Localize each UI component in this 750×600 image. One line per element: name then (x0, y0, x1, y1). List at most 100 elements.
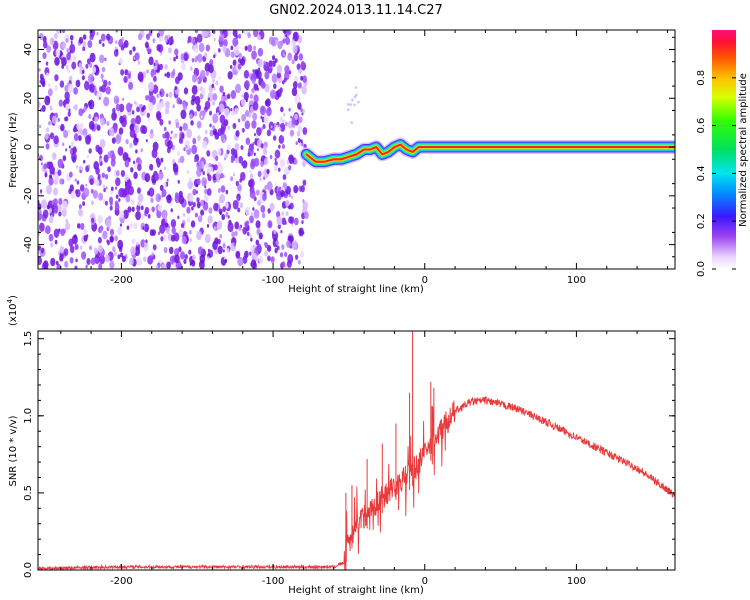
noise-speckle (128, 185, 134, 196)
noise-speckle (284, 121, 288, 127)
noise-speckle (285, 211, 289, 217)
noise-speckle (294, 217, 299, 226)
noise-speckle (69, 245, 75, 254)
noise-speckle (183, 52, 189, 62)
noise-speckle (96, 31, 99, 36)
noise-speckle (233, 172, 236, 177)
noise-speckle (238, 52, 242, 59)
noise-speckle (242, 226, 248, 235)
y-tick-label: 0.5 (23, 485, 34, 501)
x-tick-label: 100 (567, 275, 586, 286)
noise-speckle (291, 240, 298, 251)
noise-speckle (125, 194, 131, 203)
svg-text:(x104): (x104) (6, 295, 19, 326)
noise-speckle (279, 116, 284, 123)
noise-speckle (286, 240, 291, 248)
noise-speckle (174, 48, 179, 56)
noise-speckle (57, 169, 62, 176)
noise-speckle (182, 212, 186, 217)
noise-speckle (281, 261, 286, 268)
noise-speckle (237, 118, 241, 123)
noise-speckle (253, 94, 259, 103)
noise-speckle (286, 160, 290, 165)
noise-speckle (268, 106, 271, 112)
noise-speckle (115, 177, 121, 187)
noise-speckle (94, 179, 100, 187)
noise-speckle (259, 177, 262, 182)
noise-speckle (240, 145, 244, 151)
noise-speckle (126, 102, 132, 113)
noise-speckle (117, 146, 124, 156)
noise-speckle (113, 95, 120, 105)
noise-speckle (176, 150, 181, 157)
noise-speckle (120, 252, 124, 258)
noise-speckle (60, 228, 66, 237)
noise-speckle (282, 112, 286, 117)
noise-speckle (49, 174, 53, 179)
noise-speckle (217, 148, 222, 156)
noise-speckle (104, 254, 110, 263)
noise-speckle (159, 52, 163, 56)
noise-speckle (82, 40, 87, 48)
noise-speckle (250, 161, 256, 170)
noise-speckle (68, 108, 71, 113)
noise-speckle (247, 152, 251, 157)
noise-speckle (151, 206, 155, 213)
noise-speckle (142, 226, 145, 230)
noise-speckle (237, 184, 242, 192)
noise-speckle (273, 83, 277, 90)
noise-speckle (253, 152, 256, 157)
colorbar-gradient (712, 30, 736, 269)
noise-speckle (295, 141, 298, 146)
noise-speckle (158, 30, 165, 37)
noise-speckle (97, 214, 103, 224)
noise-speckle (42, 260, 49, 269)
noise-speckle (218, 34, 225, 43)
noise-speckle (197, 215, 203, 223)
noise-speckle (40, 247, 45, 254)
noise-speckle-faint (351, 98, 354, 102)
noise-speckle (38, 256, 43, 266)
noise-speckle (260, 205, 266, 213)
noise-speckle (287, 52, 293, 61)
noise-speckle (128, 81, 134, 91)
noise-speckle (137, 71, 144, 82)
noise-speckle (178, 137, 184, 144)
noise-speckle (245, 206, 251, 216)
noise-speckle (250, 212, 254, 216)
noise-speckle (280, 190, 285, 198)
noise-speckle (252, 79, 256, 85)
noise-speckle (249, 251, 252, 256)
noise-speckle (76, 180, 80, 185)
noise-speckle (281, 211, 285, 216)
noise-speckle (242, 160, 248, 169)
noise-speckle (119, 223, 122, 227)
noise-speckle (235, 250, 241, 259)
noise-speckle (196, 197, 200, 203)
noise-speckle (200, 87, 206, 95)
noise-speckle (294, 94, 301, 105)
noise-speckle (58, 198, 63, 205)
noise-speckle (101, 172, 106, 179)
noise-speckle (146, 69, 149, 74)
noise-speckle (301, 85, 307, 95)
noise-speckle (197, 135, 201, 142)
noise-speckle (212, 30, 216, 34)
x-tick-label: -100 (262, 576, 285, 587)
noise-speckle (177, 215, 180, 220)
noise-speckle (277, 223, 281, 230)
noise-speckle (231, 231, 236, 238)
noise-speckle (270, 125, 273, 129)
noise-speckle (216, 112, 219, 116)
noise-speckle (219, 193, 226, 204)
noise-speckle (300, 139, 303, 143)
noise-speckle (39, 124, 42, 129)
noise-speckle (94, 256, 100, 265)
noise-speckle (289, 155, 293, 161)
noise-speckle (230, 176, 234, 182)
noise-speckle (247, 44, 253, 53)
y-tick-label: 0 (23, 144, 34, 150)
noise-speckle (81, 251, 87, 260)
noise-speckle (274, 161, 278, 166)
noise-speckle (87, 73, 94, 84)
